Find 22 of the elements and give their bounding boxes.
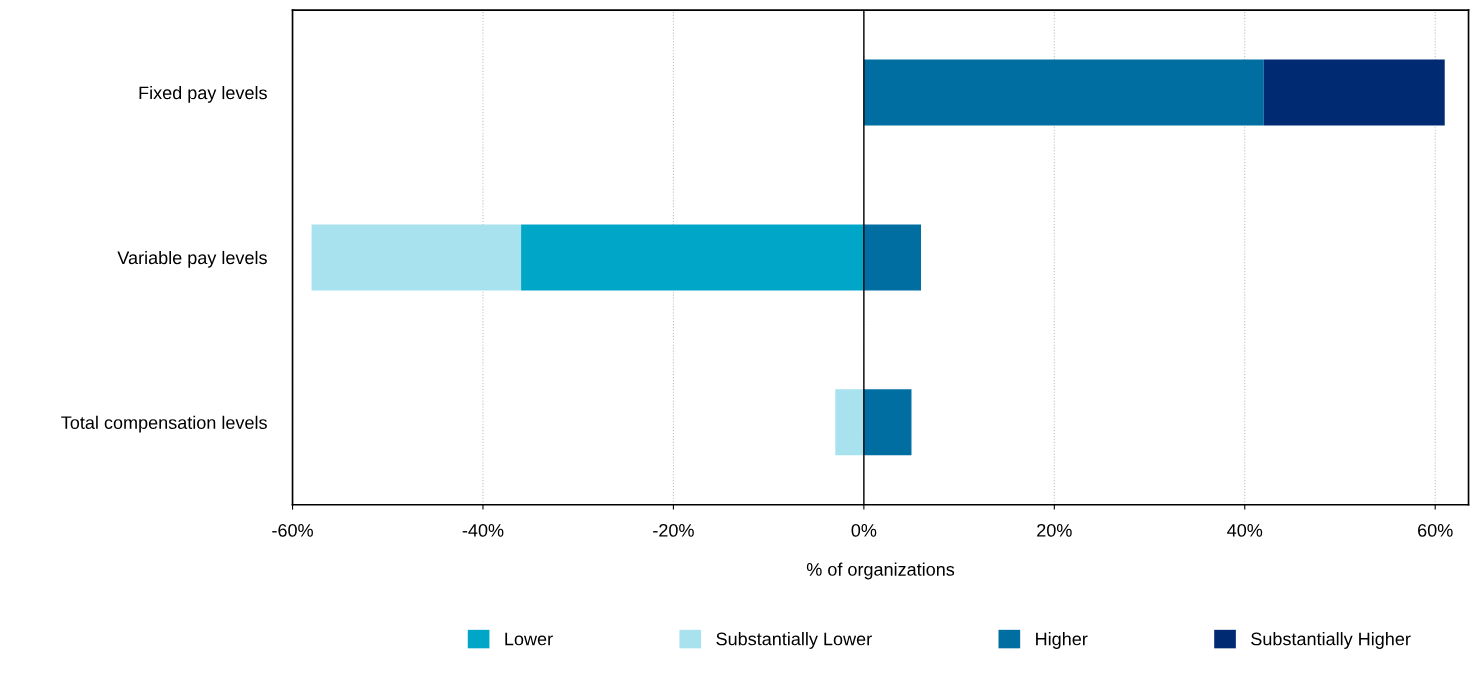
bar — [1263, 59, 1445, 126]
y-tick-label: Variable pay levels — [117, 250, 267, 268]
bar — [863, 224, 921, 291]
bar — [863, 389, 912, 456]
x-tick-label: -20% — [653, 523, 694, 537]
x-tick-label: 40% — [1227, 523, 1263, 537]
legend-label: Higher — [1036, 632, 1088, 649]
x-tick-label: -40% — [462, 523, 504, 537]
legend-label: Substantially Lower — [716, 632, 872, 649]
x-tick-label: -60% — [272, 523, 313, 537]
bar — [521, 224, 864, 291]
bar — [863, 59, 1264, 126]
x-tick-label: 60% — [1418, 523, 1453, 537]
x-tick-label: 0% — [851, 523, 877, 537]
y-tick-label: Total compensation levels — [61, 415, 267, 433]
bar — [311, 224, 522, 291]
y-tick-label: Fixed pay levels — [139, 86, 267, 103]
bar — [835, 389, 864, 456]
x-tick-label: 20% — [1037, 523, 1072, 537]
x-axis-title: % of organizations — [806, 562, 955, 580]
legend-label: Lower — [505, 632, 553, 646]
legend-label: Substantially Higher — [1251, 632, 1411, 649]
